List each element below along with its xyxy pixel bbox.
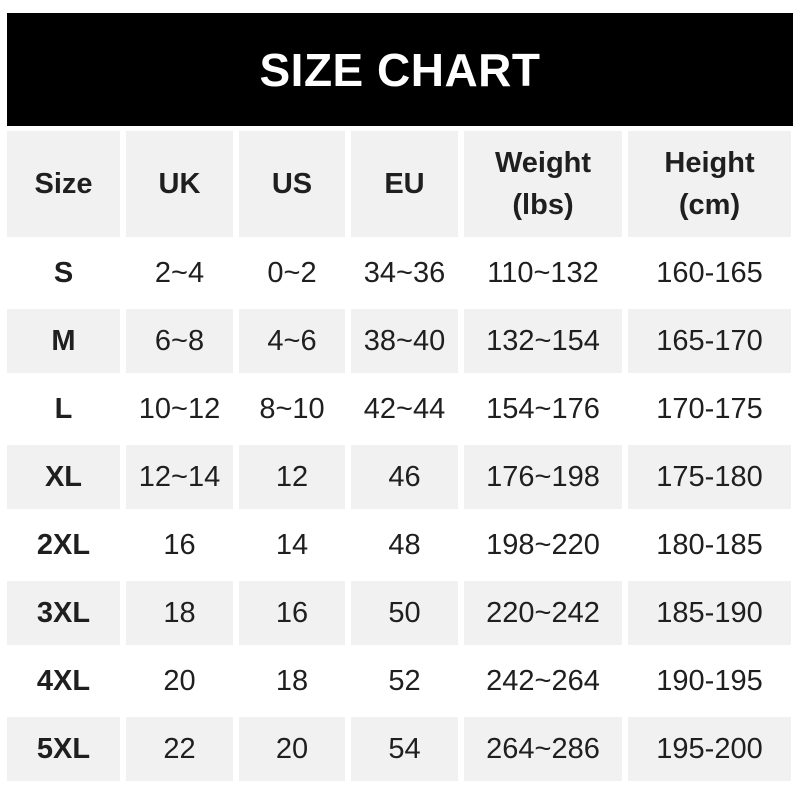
- cell-5xl-eu: 54: [351, 717, 458, 781]
- cell-l-uk: 10~12: [126, 377, 233, 441]
- cell-2xl-us: 14: [239, 513, 345, 577]
- cell-s-eu: 34~36: [351, 241, 458, 305]
- cell-2xl-uk: 16: [126, 513, 233, 577]
- size-chart-page: SIZE CHART Size UK US EU Weight (lbs) He…: [7, 13, 793, 781]
- cell-xl-uk: 12~14: [126, 445, 233, 509]
- column-header-weight: Weight (lbs): [464, 131, 622, 237]
- size-table: Size UK US EU Weight (lbs) Height (cm) S…: [7, 131, 793, 781]
- cell-l-us: 8~10: [239, 377, 345, 441]
- cell-xl-weight: 176~198: [464, 445, 622, 509]
- cell-4xl-height: 190-195: [628, 649, 791, 713]
- cell-3xl-uk: 18: [126, 581, 233, 645]
- cell-m-size: M: [7, 309, 120, 373]
- cell-2xl-weight: 198~220: [464, 513, 622, 577]
- cell-xl-us: 12: [239, 445, 345, 509]
- column-header-size: Size: [7, 131, 120, 237]
- cell-4xl-eu: 52: [351, 649, 458, 713]
- cell-5xl-height: 195-200: [628, 717, 791, 781]
- column-header-uk: UK: [126, 131, 233, 237]
- column-header-height: Height (cm): [628, 131, 791, 237]
- cell-s-weight: 110~132: [464, 241, 622, 305]
- cell-s-us: 0~2: [239, 241, 345, 305]
- cell-l-height: 170-175: [628, 377, 791, 441]
- cell-s-size: S: [7, 241, 120, 305]
- page-title: SIZE CHART: [259, 43, 541, 96]
- cell-4xl-weight: 242~264: [464, 649, 622, 713]
- cell-4xl-uk: 20: [126, 649, 233, 713]
- cell-m-eu: 38~40: [351, 309, 458, 373]
- column-header-us: US: [239, 131, 345, 237]
- cell-xl-height: 175-180: [628, 445, 791, 509]
- cell-m-uk: 6~8: [126, 309, 233, 373]
- cell-4xl-us: 18: [239, 649, 345, 713]
- cell-2xl-size: 2XL: [7, 513, 120, 577]
- cell-xl-eu: 46: [351, 445, 458, 509]
- cell-s-height: 160-165: [628, 241, 791, 305]
- cell-l-eu: 42~44: [351, 377, 458, 441]
- cell-3xl-size: 3XL: [7, 581, 120, 645]
- cell-xl-size: XL: [7, 445, 120, 509]
- cell-5xl-size: 5XL: [7, 717, 120, 781]
- cell-3xl-eu: 50: [351, 581, 458, 645]
- cell-s-uk: 2~4: [126, 241, 233, 305]
- cell-5xl-us: 20: [239, 717, 345, 781]
- cell-m-height: 165-170: [628, 309, 791, 373]
- cell-2xl-height: 180-185: [628, 513, 791, 577]
- cell-5xl-uk: 22: [126, 717, 233, 781]
- cell-m-weight: 132~154: [464, 309, 622, 373]
- column-header-eu: EU: [351, 131, 458, 237]
- cell-3xl-height: 185-190: [628, 581, 791, 645]
- cell-3xl-weight: 220~242: [464, 581, 622, 645]
- cell-m-us: 4~6: [239, 309, 345, 373]
- cell-3xl-us: 16: [239, 581, 345, 645]
- cell-5xl-weight: 264~286: [464, 717, 622, 781]
- title-banner: SIZE CHART: [7, 13, 793, 126]
- cell-l-size: L: [7, 377, 120, 441]
- cell-2xl-eu: 48: [351, 513, 458, 577]
- cell-l-weight: 154~176: [464, 377, 622, 441]
- cell-4xl-size: 4XL: [7, 649, 120, 713]
